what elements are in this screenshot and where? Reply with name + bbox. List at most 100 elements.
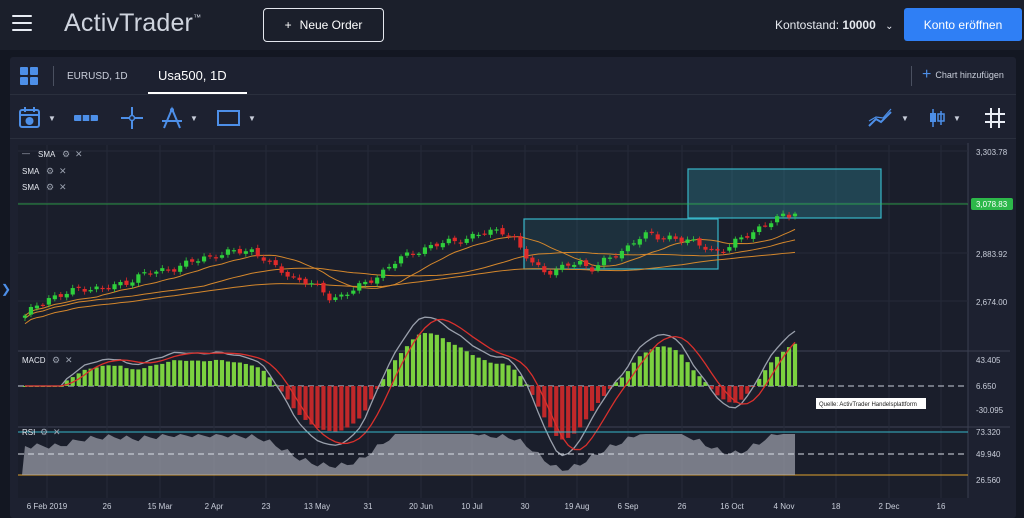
candle-body [100, 287, 105, 290]
settings-icon[interactable]: ⚙ [46, 166, 54, 176]
rsi-legend[interactable]: RSI ⚙ ✕ [22, 427, 61, 437]
sma-legend-1[interactable]: — SMA ⚙ ✕ [22, 149, 83, 159]
candle-body [190, 259, 195, 262]
price-axis-label: 3,303.78 [976, 148, 1008, 157]
indicator-tool[interactable]: ▼ [867, 106, 909, 130]
close-icon[interactable]: ✕ [53, 427, 61, 437]
sma-line [24, 239, 796, 319]
candle-body [727, 247, 732, 251]
macd-histogram-bar [333, 386, 338, 432]
drawing-tool[interactable]: ▼ [160, 106, 198, 130]
new-order-button[interactable]: + Neue Order [263, 8, 384, 42]
settings-icon[interactable]: ⚙ [62, 149, 70, 159]
time-axis-label: 18 [832, 502, 841, 511]
add-chart-button[interactable]: + Chart hinzufügen [922, 67, 1004, 83]
candle-body [792, 213, 798, 217]
macd-histogram-bar [381, 379, 386, 386]
sma-legend-3[interactable]: SMA ⚙ ✕ [22, 182, 67, 192]
menu-icon[interactable] [12, 15, 32, 33]
candle-body [494, 229, 499, 231]
macd-histogram-bar [112, 365, 117, 386]
close-icon[interactable]: ✕ [75, 149, 83, 159]
open-account-button[interactable]: Konto eröffnen [904, 8, 1022, 41]
close-icon[interactable]: ✕ [65, 355, 73, 365]
macd-histogram-bar [494, 363, 499, 386]
chart-area[interactable]: — SMA ⚙ ✕ SMA ⚙ ✕ SMA ⚙ ✕ MACD ⚙ ✕ RSI ⚙… [10, 143, 1016, 518]
macd-histogram-bar [703, 382, 708, 386]
candle-body [667, 235, 672, 240]
rectangle-icon [217, 110, 240, 126]
candle-body [452, 237, 457, 242]
macd-lines [22, 316, 798, 457]
candle-body [196, 261, 201, 263]
candle-body [345, 294, 350, 296]
settings-icon[interactable]: ⚙ [40, 427, 48, 437]
tab-usa500[interactable]: Usa500, 1D [158, 68, 227, 83]
macd-histogram-bar [673, 350, 678, 386]
horizontal-grid [18, 150, 968, 302]
dash-icon: — [22, 149, 30, 158]
candle-body [178, 265, 183, 272]
candle-body [184, 260, 189, 267]
macd-histogram-bar [124, 368, 129, 386]
macd-histogram-bar [291, 386, 296, 409]
candle-body [231, 250, 236, 252]
candle-body [64, 293, 69, 298]
settings-icon[interactable]: ⚙ [46, 182, 54, 192]
macd-histogram-bar [255, 367, 260, 386]
macd-histogram-bar [572, 386, 577, 434]
candle-body [584, 260, 589, 267]
sma-legend-2[interactable]: SMA ⚙ ✕ [22, 166, 67, 176]
timeframe-tool[interactable] [72, 106, 100, 130]
highlight-rectangle[interactable] [687, 168, 882, 219]
grid-toggle[interactable] [984, 106, 1006, 130]
candle-body [601, 257, 607, 266]
macd-histogram-bar [595, 386, 601, 403]
candle-body [440, 243, 445, 248]
macd-histogram-bar [76, 373, 81, 386]
time-axis-label: 13 May [304, 502, 330, 511]
candle-body [148, 273, 153, 275]
macd-histogram-bar [470, 355, 475, 386]
close-icon[interactable]: ✕ [59, 182, 67, 192]
expand-left-icon[interactable]: ❯ [1, 282, 12, 296]
crosshair-tool[interactable] [120, 106, 144, 130]
macd-histogram-bar [542, 386, 547, 418]
macd-histogram-bar [106, 365, 111, 386]
candle-body [434, 243, 439, 247]
macd-histogram-bar [357, 386, 362, 419]
candle-body [398, 256, 404, 264]
candle-body [142, 272, 147, 274]
macd-histogram-bar [757, 378, 762, 386]
price-chart[interactable]: — SMA ⚙ ✕ SMA ⚙ ✕ SMA ⚙ ✕ MACD ⚙ ✕ RSI ⚙… [10, 143, 1016, 518]
close-icon[interactable]: ✕ [59, 166, 67, 176]
candle-body [589, 267, 595, 272]
rectangle-tool[interactable]: ▼ [216, 106, 256, 130]
candle-body [303, 278, 308, 284]
candle-body [464, 238, 469, 243]
candle-body [321, 282, 326, 293]
sma-label: SMA [22, 183, 40, 192]
macd-histogram-bar [82, 369, 87, 386]
highlight-rectangle[interactable] [523, 218, 719, 270]
macd-legend[interactable]: MACD ⚙ ✕ [22, 355, 73, 365]
macd-histogram-bar [172, 360, 177, 386]
candle-body [237, 248, 242, 254]
tab-eurusd[interactable]: EURUSD, 1D [67, 71, 128, 82]
candle-body [470, 233, 475, 239]
macd-histogram-bar [566, 386, 571, 438]
macd-histogram-bar [64, 380, 69, 386]
macd-histogram-bar [512, 369, 517, 386]
settings-icon[interactable]: ⚙ [52, 355, 60, 365]
candle-type-icon [930, 109, 945, 127]
candle-body [458, 242, 463, 244]
account-balance[interactable]: Kontostand: 10000 ⌄ [775, 18, 894, 32]
macd-histogram-bar [219, 360, 225, 386]
macd-histogram-bar [154, 364, 159, 386]
macd-histogram-bar [392, 360, 398, 386]
layout-grid-icon[interactable] [20, 67, 38, 85]
candle-body [219, 255, 225, 258]
candle-type-tool[interactable]: ▼ [927, 106, 961, 130]
calendar-tool[interactable]: ▼ [18, 106, 56, 130]
macd-histogram-bar [613, 382, 619, 386]
